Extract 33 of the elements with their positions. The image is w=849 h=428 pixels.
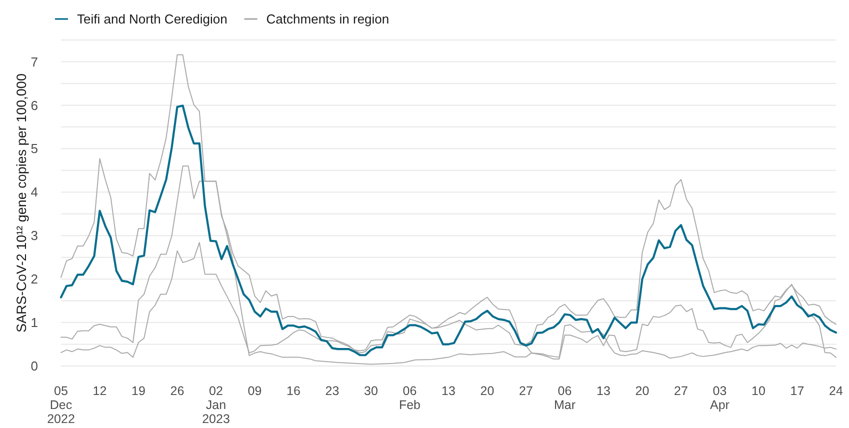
x-tick-label: 27	[674, 384, 688, 398]
x-tick-label: 06 Feb	[398, 384, 421, 412]
x-tick-label: 23	[325, 384, 340, 398]
x-tick-label: 02 Jan 2023	[202, 384, 230, 426]
x-tick-label: 05 Dec 2022	[47, 384, 75, 426]
y-axis-title: SARS-CoV-2 10¹² gene copies per 100,000	[14, 74, 29, 332]
x-tick-label: 20	[635, 384, 650, 398]
y-tick-label: 7	[30, 54, 38, 70]
x-tick-label: 20	[480, 384, 494, 398]
y-tick-label: 4	[30, 184, 38, 200]
x-tick-label: 06 Mar	[554, 384, 576, 412]
y-tick-label: 0	[30, 358, 38, 374]
x-tick-label: 16	[286, 384, 300, 398]
x-tick-label: 03 Apr	[710, 384, 730, 412]
x-tick-label: 13	[596, 384, 610, 398]
x-tick-label: 17	[790, 384, 804, 398]
legend-label: Catchments in region	[266, 12, 390, 27]
x-tick-label: 09	[248, 384, 262, 398]
y-tick-label: 5	[30, 141, 38, 156]
legend-label: Teifi and North Ceredigion	[77, 12, 228, 27]
x-tick-label: 19	[132, 384, 146, 398]
y-tick-label: 6	[30, 98, 38, 113]
x-tick-label: 12	[92, 384, 107, 398]
x-tick-label: 26	[170, 384, 184, 398]
x-tick-label: 10	[752, 384, 766, 398]
y-tick-label: 3	[30, 228, 38, 244]
y-tick-label: 2	[30, 272, 38, 287]
x-tick-label: 13	[442, 384, 456, 398]
y-tick-label: 1	[30, 315, 38, 330]
line-series	[60, 104, 838, 356]
x-tick-label: 30	[364, 384, 378, 398]
x-tick-label: 24	[829, 384, 843, 398]
x-tick-label: 27	[519, 384, 533, 398]
